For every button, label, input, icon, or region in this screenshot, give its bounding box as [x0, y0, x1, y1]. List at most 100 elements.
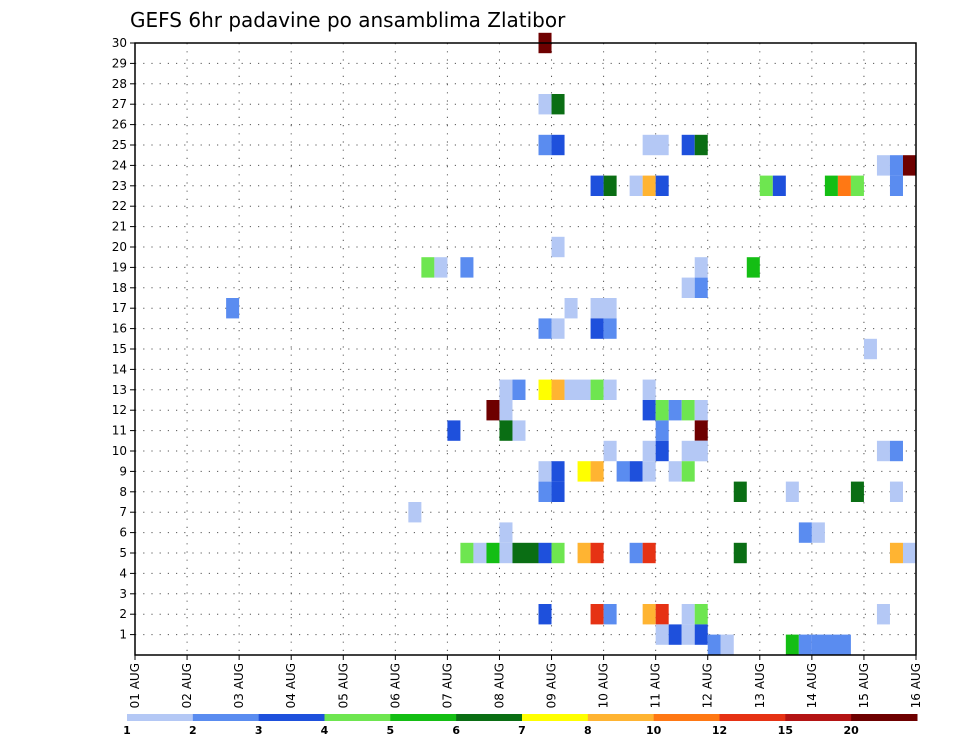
x-axis-ticks: 01 AUG 02 AUG 03 AUG 04 AUG 05 AUG 06 AUG 07 A…: [128, 655, 923, 708]
colorbar-segment: [719, 714, 786, 721]
x-tick-label: 10 AUG: [597, 663, 611, 708]
heatmap-cell: [681, 604, 695, 625]
colorbar-segment: [258, 714, 325, 721]
heatmap-cell: [694, 624, 708, 645]
heatmap-cell: [603, 440, 617, 462]
heatmap-cell: [642, 542, 656, 564]
heatmap-cell: [447, 420, 461, 441]
y-tick-label: 12: [112, 403, 127, 417]
heatmap-cell: [512, 420, 526, 441]
colorbar-segment: [785, 714, 852, 721]
colorbar-label: 8: [584, 724, 592, 737]
colorbar-segment: [127, 714, 194, 721]
heatmap-cell: [876, 440, 890, 462]
heatmap-cell: [785, 634, 799, 655]
heatmap-cell: [642, 175, 656, 196]
y-tick-label: 10: [112, 444, 127, 458]
heatmap-cell: [616, 461, 630, 482]
heatmap-cell: [577, 542, 591, 564]
y-tick-label: 9: [119, 464, 127, 478]
colorbar-label: 3: [255, 724, 263, 737]
colorbar-label: 7: [518, 724, 526, 737]
heatmap-cell: [655, 624, 669, 645]
heatmap-cell: [876, 155, 890, 176]
heatmap-cell: [642, 134, 669, 156]
y-tick-label: 23: [112, 179, 127, 193]
heatmap-cell: [902, 155, 916, 176]
heatmap-cell: [551, 318, 565, 339]
x-tick-label: 09 AUG: [545, 663, 559, 708]
y-tick-label: 22: [112, 199, 127, 213]
x-tick-label: 06 AUG: [388, 663, 402, 708]
heatmap-cell: [798, 634, 812, 655]
heatmap-cell: [889, 155, 903, 176]
colorbar: 1 2 3 4 5 6 7 8 10 12 15 20: [123, 714, 918, 737]
heatmap-cell: [421, 257, 435, 278]
x-tick-label: 15 AUG: [857, 663, 871, 708]
heatmap-cell: [642, 400, 656, 421]
heatmap-cell: [590, 175, 604, 196]
y-tick-label: 1: [119, 628, 127, 642]
colorbar-label: 6: [452, 724, 460, 737]
heatmap-cell: [551, 379, 565, 400]
heatmap-cell: [694, 420, 708, 441]
heatmap-cell: [629, 175, 643, 196]
y-tick-label: 6: [119, 526, 127, 540]
x-tick-label: 16 AUG: [909, 663, 923, 708]
heatmap-cell: [226, 298, 240, 319]
heatmap-cell: [538, 318, 552, 339]
heatmap-cell: [694, 277, 708, 298]
heatmap-cell: [590, 461, 604, 482]
y-tick-label: 26: [112, 118, 127, 132]
y-tick-label: 15: [112, 342, 127, 356]
heatmap-cell: [668, 624, 682, 645]
y-tick-label: 25: [112, 138, 127, 152]
heatmap-cell: [512, 379, 526, 400]
colorbar-label: 15: [778, 724, 793, 737]
heatmap-cell: [694, 257, 708, 278]
x-tick-label: 13 AUG: [753, 663, 767, 708]
heatmap-cell: [538, 94, 552, 115]
heatmap-cell: [538, 461, 552, 482]
heatmap-cell: [889, 175, 903, 196]
heatmap-cell: [538, 379, 552, 400]
heatmap-cell: [694, 604, 708, 625]
colorbar-label: 12: [712, 724, 727, 737]
heatmap-cell: [681, 440, 708, 462]
heatmap-cell: [889, 481, 903, 502]
heatmap-cell: [824, 175, 838, 196]
y-tick-label: 4: [119, 566, 127, 580]
heatmap-cell: [564, 379, 591, 400]
heatmap-cell: [577, 461, 591, 482]
heatmap-cell: [499, 420, 513, 441]
y-tick-label: 27: [112, 97, 127, 111]
heatmap-cell: [473, 542, 487, 564]
heatmap-cell: [902, 542, 916, 564]
y-tick-label: 11: [112, 424, 127, 438]
x-tick-label: 02 AUG: [180, 663, 194, 708]
x-tick-label: 01 AUG: [128, 663, 142, 708]
y-tick-label: 28: [112, 77, 127, 91]
heatmap-cell: [733, 481, 747, 502]
colorbar-label: 10: [646, 724, 662, 737]
heatmap-cell: [876, 604, 890, 625]
heatmap-cell: [538, 542, 552, 564]
heatmap-cell: [759, 175, 773, 196]
heatmap-cell: [850, 481, 864, 502]
x-tick-label: 11 AUG: [649, 663, 663, 708]
colorbar-segment: [324, 714, 391, 721]
heatmap-cell: [681, 400, 695, 421]
colorbar-label: 1: [123, 724, 131, 737]
heatmap-cell: [681, 277, 695, 298]
heatmap-cell: [499, 542, 513, 564]
heatmap-cell: [772, 175, 786, 196]
heatmap-cell: [603, 318, 617, 339]
heatmap-cell: [733, 542, 747, 564]
heatmap-cell: [486, 542, 500, 564]
heatmap-cell: [551, 94, 565, 115]
heatmap-cell: [681, 134, 695, 156]
heatmap-cell: [655, 175, 669, 196]
heatmap-cell: [642, 604, 656, 625]
heatmap-cell: [551, 236, 565, 258]
